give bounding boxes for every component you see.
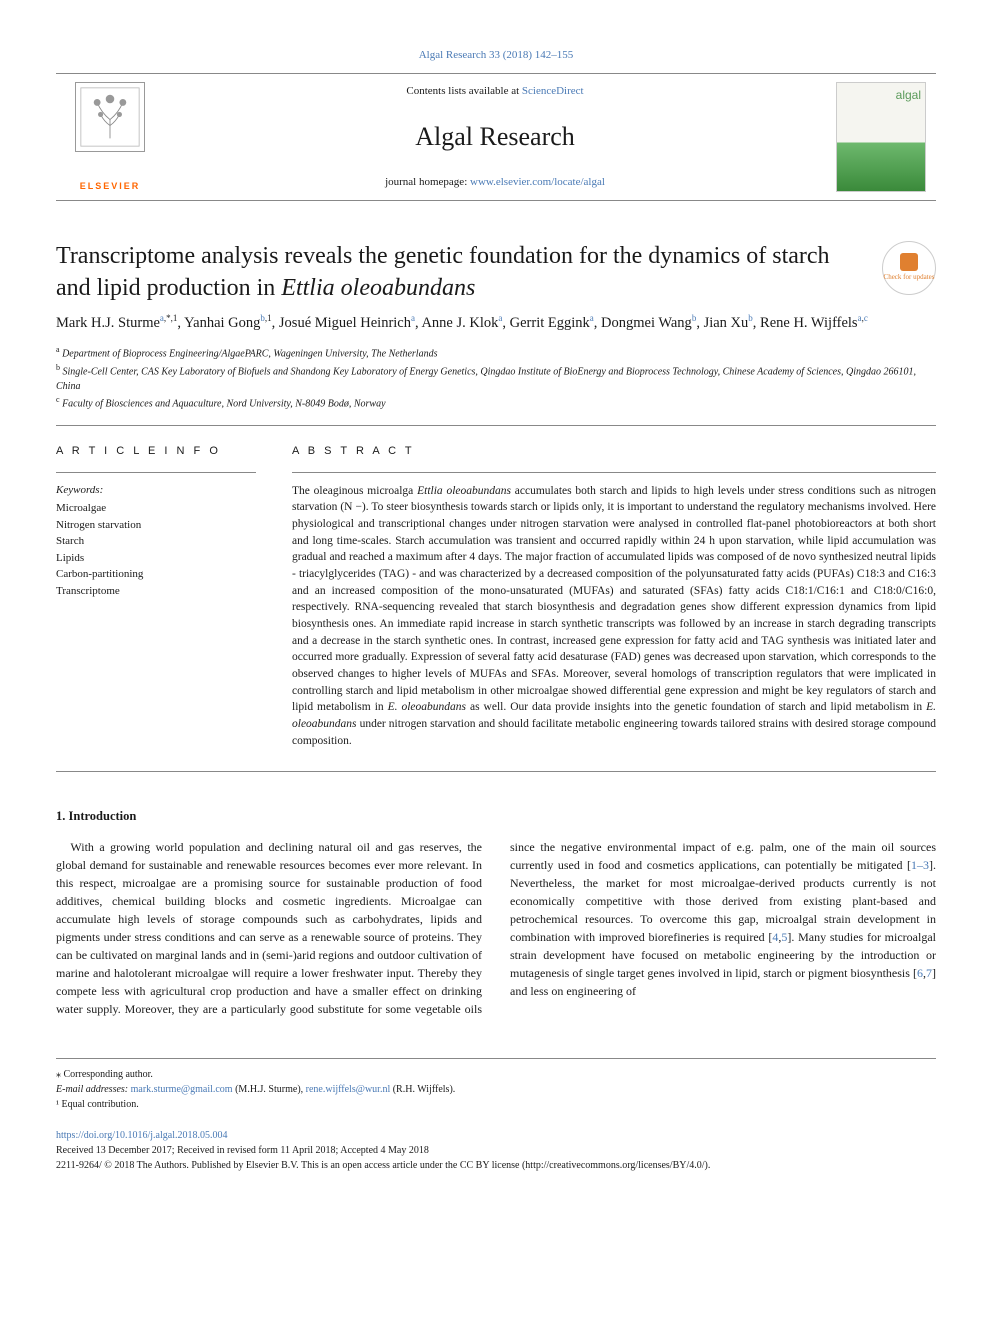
- equal-contribution: ¹ Equal contribution.: [56, 1097, 936, 1112]
- divider: [56, 771, 936, 772]
- keyword-item: Transcriptome: [56, 583, 256, 600]
- abstract-column: A B S T R A C T The oleaginous microalga…: [292, 444, 936, 749]
- emails-list: mark.sturme@gmail.com (M.H.J. Sturme), r…: [131, 1084, 456, 1095]
- received-line: Received 13 December 2017; Received in r…: [56, 1143, 936, 1158]
- article-info-label: A R T I C L E I N F O: [56, 444, 256, 459]
- cover-block: algal: [826, 74, 936, 200]
- journal-name: Algal Research: [164, 119, 826, 155]
- article-title: Transcriptome analysis reveals the genet…: [56, 241, 882, 303]
- sciencedirect-link[interactable]: ScienceDirect: [522, 85, 584, 97]
- elsevier-label: ELSEVIER: [80, 180, 141, 193]
- contents-prefix: Contents lists available at: [406, 85, 521, 97]
- divider: [292, 472, 936, 473]
- intro-heading: 1. Introduction: [56, 808, 936, 826]
- email-link[interactable]: rene.wijffels@wur.nl: [306, 1084, 391, 1095]
- homepage-prefix: journal homepage:: [385, 176, 470, 188]
- journal-cover-icon: algal: [836, 82, 926, 192]
- publisher-block: ELSEVIER: [56, 74, 164, 200]
- keyword-item: Lipids: [56, 550, 256, 567]
- keywords-head: Keywords:: [56, 483, 256, 498]
- doi-block: https://doi.org/10.1016/j.algal.2018.05.…: [56, 1128, 936, 1173]
- homepage-line: journal homepage: www.elsevier.com/locat…: [164, 175, 826, 190]
- divider: [56, 472, 256, 473]
- homepage-link[interactable]: www.elsevier.com/locate/algal: [470, 176, 605, 188]
- running-head-link[interactable]: Algal Research 33 (2018) 142–155: [419, 49, 574, 61]
- keyword-item: Microalgae: [56, 500, 256, 517]
- copyright-line: 2211-9264/ © 2018 The Authors. Published…: [56, 1158, 936, 1173]
- abstract-text: The oleaginous microalga Ettlia oleoabun…: [292, 483, 936, 750]
- footnotes: ⁎ Corresponding author. E-mail addresses…: [56, 1058, 936, 1112]
- cover-title: algal: [896, 87, 921, 104]
- affiliations: a Department of Bioprocess Engineering/A…: [56, 344, 936, 411]
- check-updates-badge[interactable]: Check for updates: [882, 241, 936, 295]
- updates-badge-label: Check for updates: [884, 273, 935, 283]
- keyword-item: Carbon-partitioning: [56, 566, 256, 583]
- email-link[interactable]: mark.sturme@gmail.com: [131, 1084, 233, 1095]
- elsevier-tree-icon: [75, 82, 145, 152]
- intro-body: With a growing world population and decl…: [56, 838, 936, 1018]
- abstract-label: A B S T R A C T: [292, 444, 936, 459]
- journal-header: ELSEVIER Contents lists available at Sci…: [56, 73, 936, 201]
- doi-link[interactable]: https://doi.org/10.1016/j.algal.2018.05.…: [56, 1130, 227, 1141]
- article-info-column: A R T I C L E I N F O Keywords: Microalg…: [56, 444, 256, 749]
- emails-label: E-mail addresses:: [56, 1084, 128, 1095]
- divider: [56, 425, 936, 426]
- corresponding-author: ⁎ Corresponding author.: [56, 1067, 936, 1082]
- bookmark-icon: [900, 253, 918, 271]
- email-line: E-mail addresses: mark.sturme@gmail.com …: [56, 1082, 936, 1097]
- running-head: Algal Research 33 (2018) 142–155: [56, 48, 936, 63]
- authors: Mark H.J. Sturmea,*,1, Yanhai Gongb,1, J…: [56, 312, 936, 335]
- keywords-list: MicroalgaeNitrogen starvationStarchLipid…: [56, 500, 256, 599]
- header-center: Contents lists available at ScienceDirec…: [164, 74, 826, 200]
- keyword-item: Starch: [56, 533, 256, 550]
- keyword-item: Nitrogen starvation: [56, 517, 256, 534]
- contents-line: Contents lists available at ScienceDirec…: [164, 84, 826, 99]
